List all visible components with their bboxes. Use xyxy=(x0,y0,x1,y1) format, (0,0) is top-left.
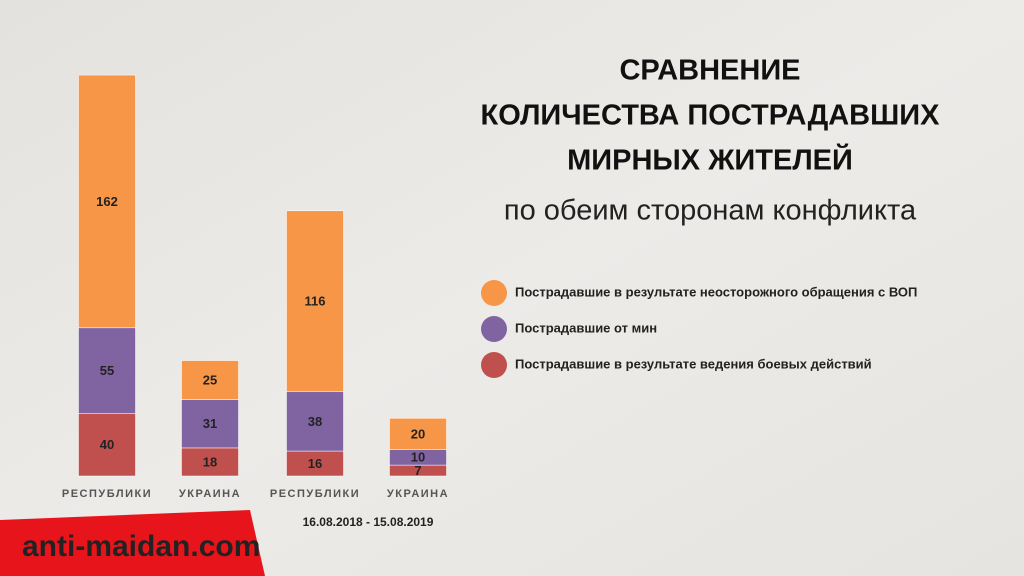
bar-segment xyxy=(78,413,136,477)
data-label: 31 xyxy=(203,416,217,431)
legend-label: Пострадавшие от мин xyxy=(515,320,657,335)
chart-subtitle: по обеим сторонам конфликта xyxy=(504,195,917,227)
chart-title: МИРНЫХ ЖИТЕЛЕЙ xyxy=(567,143,853,177)
data-label: 55 xyxy=(100,363,114,378)
bar-segment xyxy=(181,360,239,400)
bar-segment xyxy=(78,74,136,329)
chart-title: СРАВНЕНИЕ xyxy=(619,55,800,87)
x-tick-label: УКРАИНА xyxy=(387,488,449,500)
period: 16.08.2018 - 15.08.2019 xyxy=(303,515,434,529)
x-tick-label: РЕСПУБЛИКИ xyxy=(270,488,360,500)
legend-label: Пострадавшие в результате ведения боевых… xyxy=(515,356,872,371)
data-label: 116 xyxy=(305,294,326,309)
legend-swatch xyxy=(481,280,507,306)
legend-swatch xyxy=(481,316,507,342)
data-label: 40 xyxy=(100,437,114,452)
bar-segment xyxy=(181,447,239,477)
data-label: 20 xyxy=(411,426,425,441)
data-label: 162 xyxy=(96,194,118,209)
data-label: 38 xyxy=(308,414,322,429)
legend-label: Пострадавшие в результате неосторожного … xyxy=(515,284,917,299)
bar-segment xyxy=(78,327,136,414)
x-tick-label: РЕСПУБЛИКИ xyxy=(62,488,152,500)
data-label: 10 xyxy=(411,450,425,465)
bar-segment xyxy=(389,418,447,450)
chart-title: КОЛИЧЕСТВА ПОСТРАДАВШИХ xyxy=(481,100,941,132)
data-label: 16 xyxy=(308,456,322,471)
logo-shape xyxy=(0,510,265,576)
data-label: 25 xyxy=(203,372,217,387)
data-label: 18 xyxy=(203,454,217,469)
legend-swatch xyxy=(481,352,507,378)
watermark: anti-maidan.com xyxy=(22,530,260,563)
data-label: 7 xyxy=(414,463,421,478)
x-tick-label: УКРАИНА xyxy=(179,488,241,500)
bar-segment xyxy=(286,450,344,477)
bar-segment xyxy=(181,399,239,449)
bar-segment xyxy=(286,210,344,393)
